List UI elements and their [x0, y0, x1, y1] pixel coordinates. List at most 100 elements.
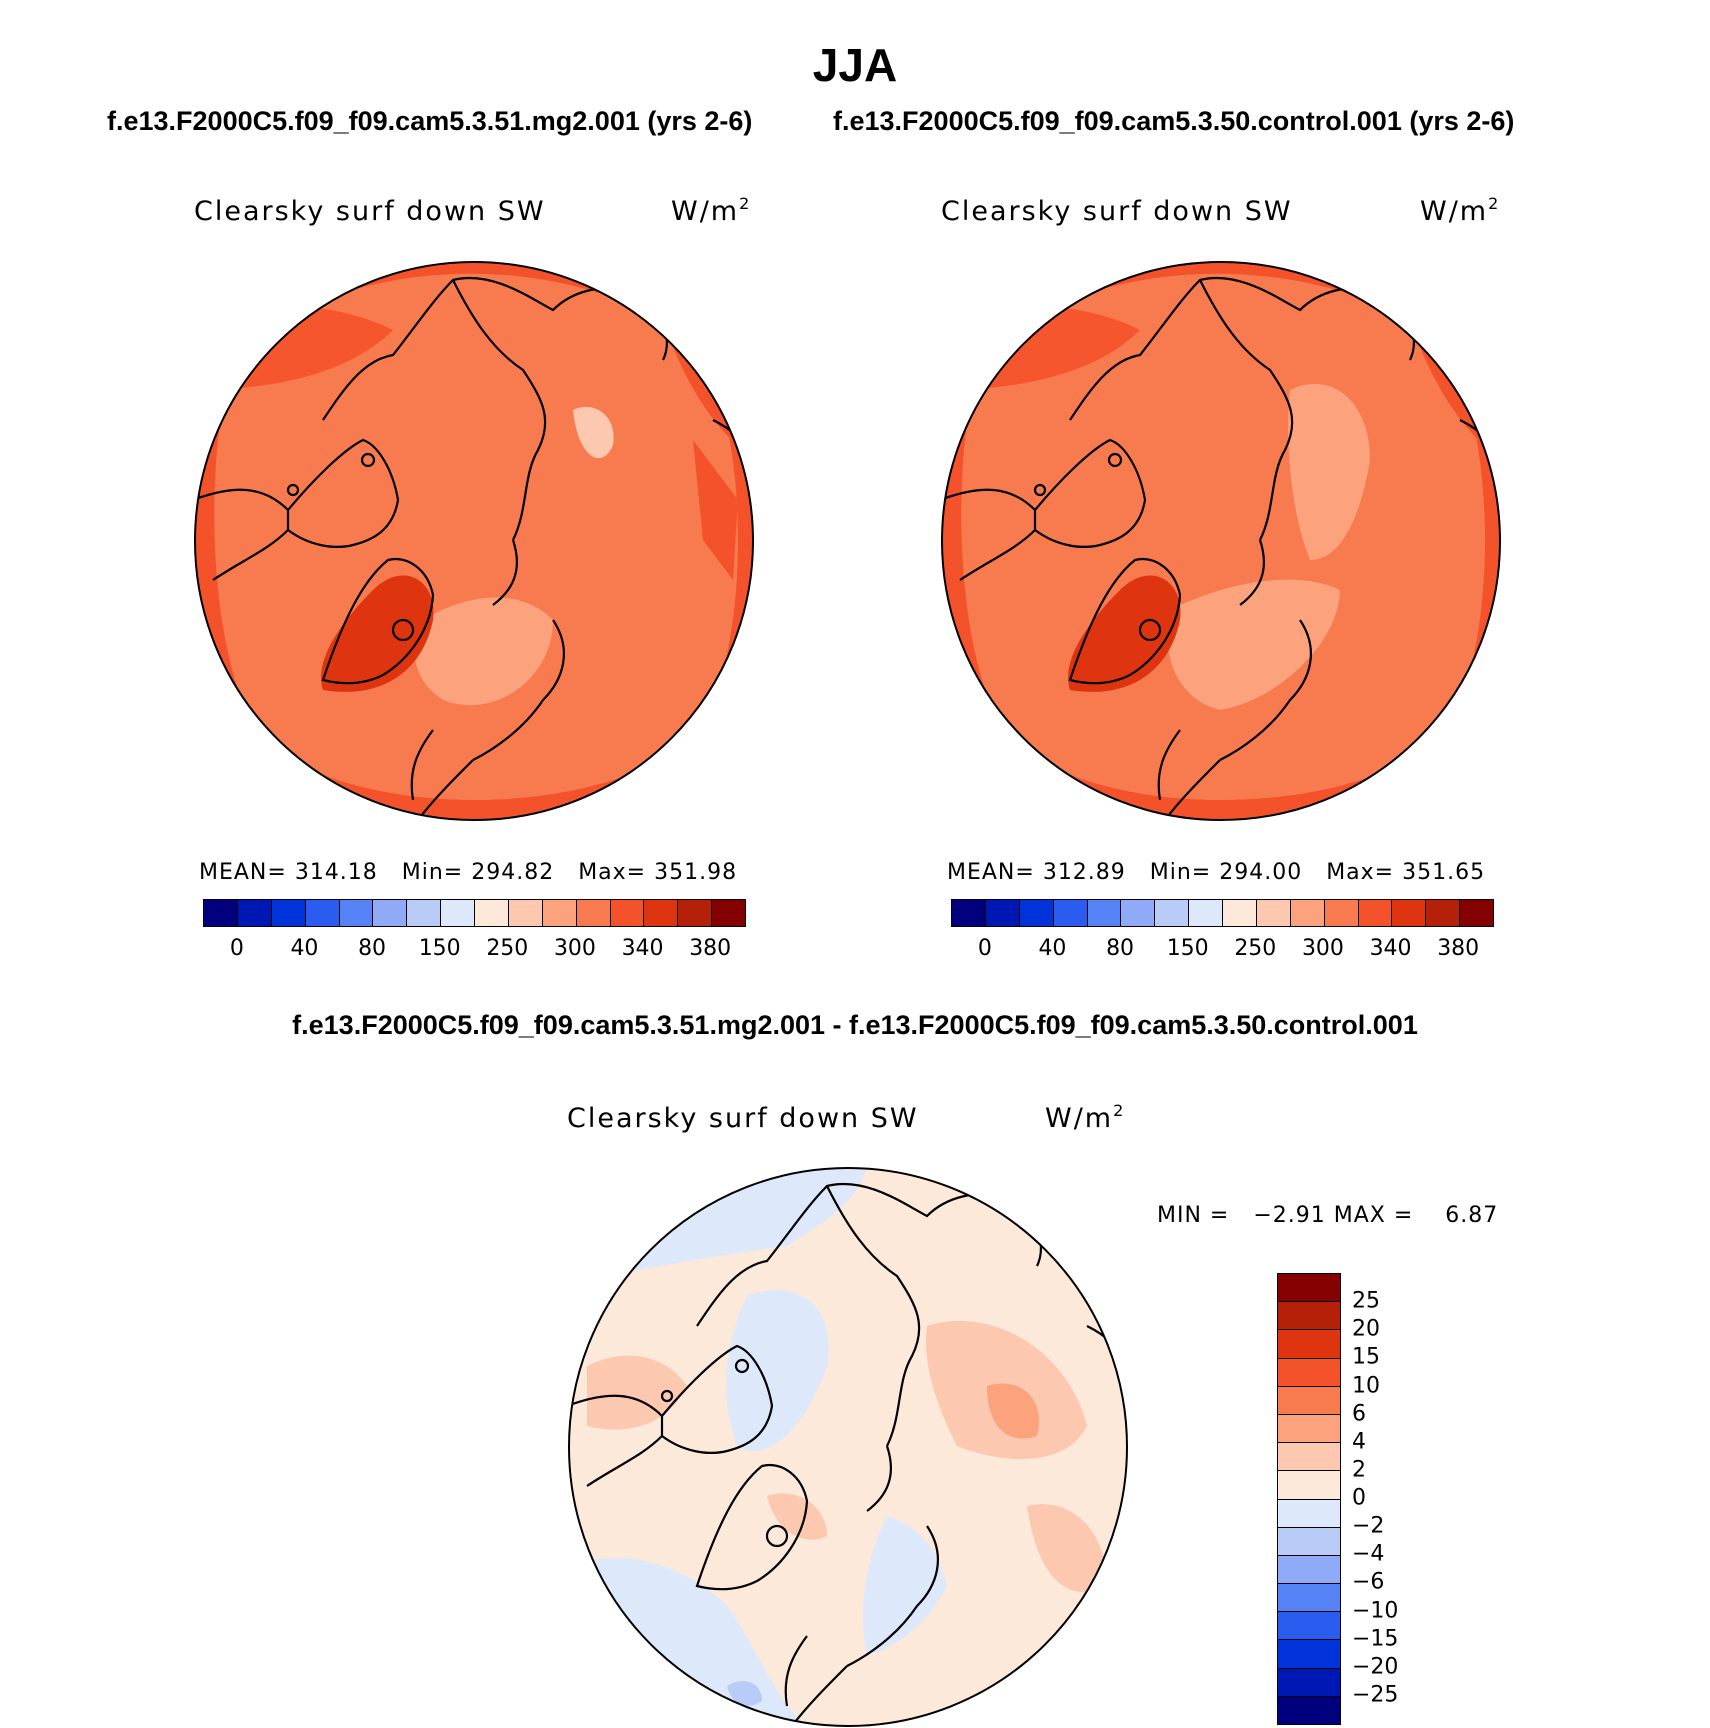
diff-colorbar-tick-label: −15 — [1352, 1626, 1399, 1652]
panel2-colorbar-tick-label: 80 — [1106, 936, 1135, 961]
panel1-variable-label: Clearsky surf down SW — [194, 196, 546, 227]
panel1-map-border — [194, 261, 754, 821]
panel1-colorbar-segment — [542, 900, 577, 926]
panel2-colorbar-segment — [1460, 900, 1493, 926]
panel1-fill-warm-patch — [414, 597, 553, 706]
panel2-colorbar-segment — [1019, 900, 1054, 926]
diff-colorbar-labels: −25 −20 −15 −10 −6 −4 −2 0 2 4 6 10 15 20 25 — [1352, 1273, 1442, 1723]
panel1-colorbar-segment — [271, 900, 306, 926]
case1-title: f.e13.F2000C5.f09_f09.cam5.3.51.mg2.001 … — [107, 106, 753, 136]
panel2-colorbar-segment — [1053, 900, 1088, 926]
panel2-variable-label: Clearsky surf down SW — [941, 196, 1293, 227]
panel2-colorbar-tick-label: 380 — [1437, 936, 1480, 961]
panel2-fill-light-patch — [1288, 383, 1370, 560]
main-title: JJA — [812, 39, 898, 91]
diff-colorbar-tick-label: −6 — [1352, 1569, 1385, 1595]
panel2-colorbar-segment — [1426, 900, 1461, 926]
panel1-colorbar-segment — [441, 900, 475, 926]
diff-fill-neg-mid — [726, 1289, 829, 1452]
panel1-colorbar-segment — [610, 900, 645, 926]
diff-colorbar-segment — [1278, 1498, 1340, 1527]
diff-colorbar-segment — [1278, 1639, 1340, 1668]
diff-colorbar-segment — [1278, 1357, 1340, 1386]
panel1-colorbar-segment — [373, 900, 408, 926]
panel2-colorbar-labels: 0 40 80 150 250 300 340 380 — [951, 936, 1492, 966]
panel2-map-border — [941, 261, 1501, 821]
panel2-colorbar-segment — [1155, 900, 1190, 926]
panel2-colorbar-tick-label: 250 — [1234, 936, 1277, 961]
panel2-stats: MEAN= 312.89 Min= 294.00 Max= 351.65 — [947, 860, 1486, 885]
panel2-colorbar-segment — [1290, 900, 1325, 926]
panel1-fill-greenland — [321, 575, 434, 692]
panel2-colorbar-tick-label: 0 — [977, 936, 992, 961]
panel1-stats: MEAN= 314.18 Min= 294.82 Max= 351.98 — [199, 860, 738, 885]
diff-colorbar-tick-label: −4 — [1352, 1541, 1385, 1567]
panel1-colorbar-segment — [237, 900, 272, 926]
panel2-colorbar-segment — [952, 900, 986, 926]
panel2-colorbar-segment — [1087, 900, 1122, 926]
diff-colorbar-tick-label: −10 — [1352, 1598, 1399, 1623]
panel2-colorbar-segment — [1324, 900, 1359, 926]
panel1-colorbar-segment — [644, 900, 679, 926]
diff-colorbar-tick-label: 0 — [1352, 1485, 1366, 1511]
diff-colorbar-segment — [1278, 1470, 1340, 1499]
panel1-colorbar-segment — [305, 900, 340, 926]
panel2-colorbar-tick-label: 340 — [1369, 936, 1412, 961]
panel1-colorbar-tick-label: 250 — [486, 936, 529, 961]
panel1-colorbar-tick-label: 340 — [621, 936, 664, 961]
diff-colorbar-tick-label: 10 — [1352, 1373, 1380, 1398]
panel1-colorbar-segment — [475, 900, 509, 926]
panel2-colorbar-tick-label: 150 — [1166, 936, 1209, 961]
panel1-units: W/m2 — [671, 194, 750, 227]
panel1-colorbar-tick-label: 380 — [689, 936, 732, 961]
difference-polar-map — [568, 1167, 1128, 1727]
diff-map-border — [568, 1167, 1128, 1727]
diff-colorbar-tick-label: 6 — [1352, 1401, 1366, 1427]
panel1-colorbar-labels: 0 40 80 150 250 300 340 380 — [203, 936, 744, 966]
diff-colorbar-segment — [1278, 1611, 1340, 1640]
diff-fill-pos-strong — [987, 1383, 1039, 1439]
panel2-colorbar-segment — [1392, 900, 1427, 926]
diff-variable-label: Clearsky surf down SW — [567, 1103, 919, 1134]
panel1-colorbar-tick-label: 0 — [229, 936, 244, 961]
panel2-colorbar-tick-label: 40 — [1038, 936, 1067, 961]
panel1-colorbar-segment — [576, 900, 611, 926]
diff-colorbar-segment — [1278, 1695, 1340, 1724]
difference-title: f.e13.F2000C5.f09_f09.cam5.3.51.mg2.001 … — [292, 1010, 1418, 1040]
panel1-polar-map — [194, 261, 754, 821]
diff-colorbar-tick-label: 2 — [1352, 1457, 1366, 1483]
panel1-colorbar-tick-label: 300 — [553, 936, 596, 961]
diff-colorbar-segment — [1278, 1274, 1340, 1302]
panel2-colorbar-segment — [1189, 900, 1223, 926]
diff-colorbar-segment — [1278, 1385, 1340, 1414]
diff-colorbar-segment — [1278, 1554, 1340, 1584]
diff-colorbar-segment — [1278, 1329, 1340, 1358]
panel1-fill-light-patch — [573, 406, 614, 459]
diff-colorbar-tick-label: −20 — [1352, 1654, 1399, 1680]
panel1-colorbar — [203, 899, 746, 927]
panel2-colorbar-segment — [1256, 900, 1291, 926]
panel1-colorbar-tick-label: 150 — [418, 936, 461, 961]
diff-colorbar-segment — [1278, 1667, 1340, 1696]
diff-colorbar — [1277, 1273, 1341, 1725]
diff-colorbar-segment — [1278, 1526, 1340, 1555]
diff-colorbar-tick-label: −2 — [1352, 1513, 1385, 1539]
diff-colorbar-tick-label: 4 — [1352, 1429, 1366, 1455]
panel2-colorbar-segment — [1223, 900, 1257, 926]
diff-colorbar-segment — [1278, 1583, 1340, 1612]
panel2-fill-warm-patch — [1167, 579, 1340, 710]
panel2-colorbar-segment — [1358, 900, 1393, 926]
diff-colorbar-segment — [1278, 1442, 1340, 1471]
diff-colorbar-tick-label: 15 — [1352, 1344, 1380, 1370]
panel2-colorbar — [951, 899, 1494, 927]
panel2-colorbar-segment — [1121, 900, 1156, 926]
diff-colorbar-tick-label: 25 — [1352, 1288, 1380, 1314]
diff-colorbar-tick-label: 20 — [1352, 1316, 1380, 1342]
diff-colorbar-segment — [1278, 1413, 1340, 1443]
diff-min-max: MIN = −2.91 MAX = 6.87 — [1157, 1203, 1499, 1228]
panel1-colorbar-segment — [678, 900, 713, 926]
diff-colorbar-segment — [1278, 1301, 1340, 1330]
diff-colorbar-tick-label: −25 — [1352, 1682, 1399, 1708]
panel1-colorbar-segment — [508, 900, 543, 926]
panel1-colorbar-segment — [712, 900, 745, 926]
